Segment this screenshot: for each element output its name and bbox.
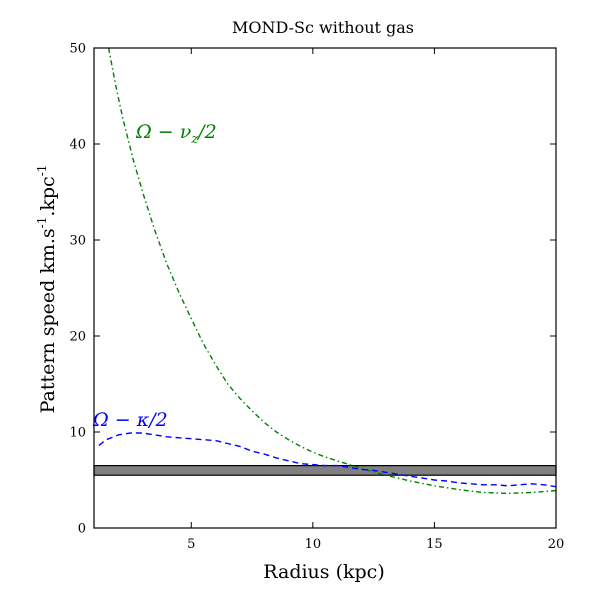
band-layer <box>93 465 557 476</box>
label-nu-tail: /2 <box>196 121 217 143</box>
series-layer <box>98 48 556 495</box>
chart-title: MOND-Sc without gas <box>232 18 414 37</box>
y-tick-label: 30 <box>69 234 86 249</box>
y-tick-label: 20 <box>69 330 86 345</box>
x-axis-label: Radius (kpc) <box>263 561 384 583</box>
x-tick-label: 5 <box>187 537 195 552</box>
y-tick-label: 0 <box>78 522 86 537</box>
series-omega-minus-nu-z-line <box>107 48 556 495</box>
y-axis-label-main: Pattern speed km.s <box>37 228 59 413</box>
y-axis: 0 10 20 30 40 50 <box>69 42 556 537</box>
y-axis-label-unit: .kpc <box>37 176 59 216</box>
y-axis-label: Pattern speed km.s-1.kpc-1 <box>35 165 59 414</box>
label-nu-sub: z <box>190 132 198 147</box>
x-tick-label: 10 <box>305 537 322 552</box>
x-axis: 5 10 15 20 <box>187 48 564 552</box>
y-tick-label: 40 <box>69 138 86 153</box>
plot-frame <box>93 47 557 529</box>
label-nu-main: Ω − ν <box>135 121 192 143</box>
pattern-speed-band <box>93 465 557 476</box>
label-omega-minus-kappa: Ω − κ/2 <box>92 409 168 431</box>
x-tick-label: 15 <box>426 537 443 552</box>
y-tick-label: 50 <box>69 42 86 57</box>
x-tick-label: 20 <box>548 537 565 552</box>
y-tick-label: 10 <box>69 426 86 441</box>
series-omega-minus-kappa-line <box>98 432 556 488</box>
label-omega-minus-nu-z: Ω − νz/2 <box>135 121 217 147</box>
y-axis-label-exp-1: -1 <box>35 217 49 229</box>
y-axis-label-exp-2: -1 <box>35 165 49 177</box>
